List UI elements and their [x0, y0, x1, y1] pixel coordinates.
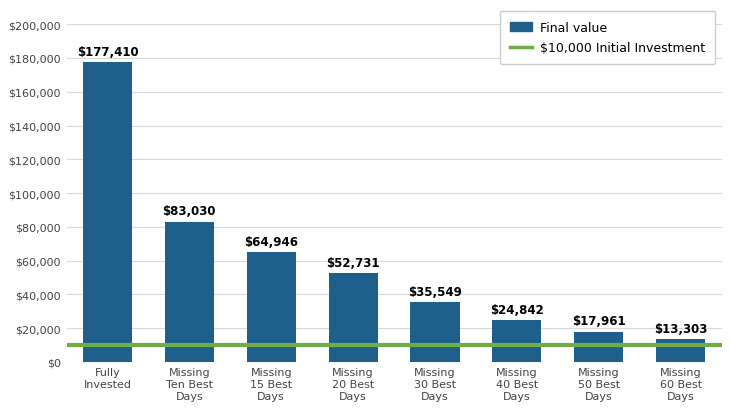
Text: $177,410: $177,410 [77, 46, 138, 59]
Bar [410, 302, 460, 362]
Bar [328, 273, 377, 362]
Text: $35,549: $35,549 [408, 285, 462, 298]
Legend: Final value, $10,000 Initial Investment: Final value, $10,000 Initial Investment [500, 12, 715, 65]
Text: $24,842: $24,842 [490, 303, 544, 316]
Bar [492, 320, 542, 362]
Bar [83, 63, 132, 362]
Text: $17,961: $17,961 [572, 315, 626, 328]
Bar [656, 339, 705, 362]
Text: $13,303: $13,303 [654, 322, 707, 335]
Bar [247, 253, 296, 362]
Text: $52,731: $52,731 [326, 256, 380, 269]
Bar [165, 222, 214, 362]
Bar [575, 332, 623, 362]
Text: $83,030: $83,030 [163, 205, 216, 218]
Text: $64,946: $64,946 [245, 236, 299, 248]
